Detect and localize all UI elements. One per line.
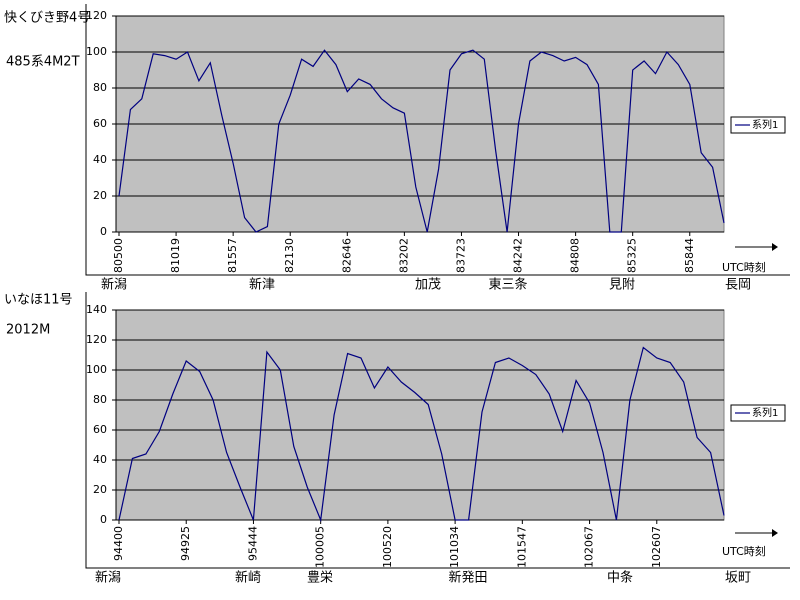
y-tick-label: 140: [86, 303, 107, 316]
station-label: 新潟: [101, 277, 127, 293]
station-label: 豊栄: [307, 571, 333, 586]
station-label: 新崎: [235, 570, 261, 586]
x-tick-label: 85325: [626, 238, 639, 273]
y-tick-label: 80: [93, 393, 107, 406]
y-tick-label: 40: [93, 453, 107, 466]
station-label: 見附: [609, 278, 635, 293]
station-label: 新潟: [95, 570, 121, 586]
x-tick-label: 82646: [340, 238, 353, 273]
chart-title: いなほ11号: [4, 293, 73, 308]
legend-label: 系列1: [752, 406, 778, 419]
y-tick-label: 60: [93, 423, 107, 436]
station-label: 長岡: [725, 278, 751, 293]
y-tick-label: 120: [86, 333, 107, 346]
x-arrow-head: [772, 529, 778, 537]
plot-area: [115, 309, 725, 521]
x-axis-label: UTC時刻: [722, 260, 766, 274]
x-tick-label: 101547: [515, 526, 528, 568]
x-tick-label: 95444: [246, 526, 259, 561]
x-axis-label: UTC時刻: [722, 544, 766, 558]
chart-frame: [85, 4, 790, 276]
station-label: 東三条: [488, 277, 527, 293]
x-tick-label: 102607: [650, 526, 663, 568]
x-tick-label: 80500: [112, 238, 125, 273]
x-tick-label: 82130: [283, 238, 296, 273]
station-label: 中条: [607, 570, 633, 586]
legend-label: 系列1: [752, 118, 778, 131]
legend-box: [730, 404, 786, 422]
chart-frame: [85, 292, 790, 569]
y-tick-label: 20: [93, 483, 107, 496]
station-label: 新津: [249, 277, 275, 293]
y-tick-label: 0: [100, 513, 107, 526]
station-label: 坂町: [725, 571, 751, 586]
y-tick-label: 100: [86, 363, 107, 376]
series-line: [118, 346, 725, 523]
station-label: 新発田: [448, 570, 487, 586]
chart-title: 快くびき野4号: [4, 11, 90, 26]
y-tick-label: 80: [93, 81, 107, 94]
x-tick-label: 84242: [512, 238, 525, 273]
x-tick-label: 83723: [454, 238, 467, 273]
x-arrow-head: [772, 243, 778, 251]
legend-box: [730, 116, 786, 134]
x-tick-label: 100520: [381, 526, 394, 568]
y-tick-label: 0: [100, 225, 107, 238]
station-label: 加茂: [415, 278, 441, 293]
x-tick-label: 101034: [448, 526, 461, 568]
y-tick-label: 60: [93, 117, 107, 130]
chart-subtitle: 485系4M2T: [6, 55, 80, 70]
x-tick-label: 83202: [397, 238, 410, 273]
x-tick-label: 94400: [112, 526, 125, 561]
x-tick-label: 81557: [226, 238, 239, 273]
y-tick-label: 120: [86, 9, 107, 22]
chart-subtitle: 2012M: [6, 323, 50, 338]
y-tick-label: 100: [86, 45, 107, 58]
x-tick-label: 100005: [314, 526, 327, 568]
series-line: [118, 49, 725, 233]
x-tick-label: 85844: [683, 238, 696, 273]
x-tick-label: 102067: [583, 526, 596, 568]
x-tick-label: 84808: [569, 238, 582, 273]
x-tick-label: 81019: [169, 238, 182, 273]
x-tick-label: 94925: [179, 526, 192, 561]
y-tick-label: 40: [93, 153, 107, 166]
y-tick-label: 20: [93, 189, 107, 202]
